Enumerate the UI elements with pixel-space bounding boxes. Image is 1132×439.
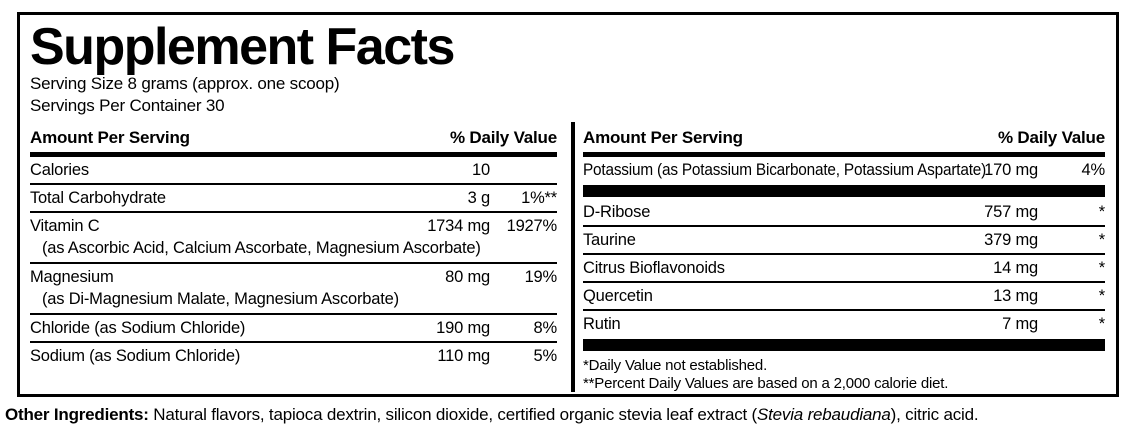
nutrient-name: Rutin [583, 315, 621, 333]
nutrient-name: Total Carbohydrate [30, 189, 166, 207]
footnote-percent-dv: **Percent Daily Values are based on a 2,… [583, 374, 949, 392]
other-ingredients-text-after: ), citric acid. [890, 405, 979, 424]
row-sodium: Sodium (as Sodium Chloride) 110 mg 5% [30, 343, 557, 369]
row-rule [30, 341, 557, 343]
row-rule [30, 262, 557, 264]
row-rule [30, 183, 557, 185]
row-rule [583, 253, 1105, 255]
row-rule [30, 211, 557, 213]
facts-column-left: Amount Per Serving % Daily Value Calorie… [30, 122, 557, 392]
row-rule [583, 281, 1105, 283]
right-header-dv-label: % Daily Value [997, 128, 1105, 147]
nutrient-name: Magnesium [30, 268, 114, 286]
nutrient-amount: 110 mg [437, 347, 490, 365]
row-magnesium: Magnesium 80 mg 19% [30, 264, 557, 290]
other-ingredients-text: Natural flavors, tapioca dextrin, silico… [148, 405, 758, 424]
nutrient-amount: 80 mg [445, 268, 490, 286]
row-quercetin: Quercetin 13 mg * [583, 283, 1105, 309]
nutrient-dv: 19% [524, 268, 558, 286]
nutrient-dv: * [1098, 203, 1105, 221]
other-ingredients-label: Other Ingredients: [5, 405, 149, 424]
section-thick-rule [583, 185, 1105, 197]
facts-column-right: Amount Per Serving % Daily Value Potassi… [583, 122, 1105, 392]
row-chloride: Chloride (as Sodium Chloride) 190 mg 8% [30, 315, 557, 341]
nutrient-name: Vitamin C [30, 217, 100, 235]
nutrient-name: Sodium (as Sodium Chloride) [30, 347, 241, 365]
row-vitamin-c: Vitamin C 1734 mg 1927% [30, 213, 557, 239]
nutrient-dv: * [1098, 287, 1105, 305]
nutrient-name: Chloride (as Sodium Chloride) [30, 319, 246, 337]
nutrient-dv: * [1098, 259, 1105, 277]
nutrient-dv: 1927% [506, 217, 558, 235]
nutrient-dv: * [1098, 231, 1105, 249]
row-citrus-bioflavonoids: Citrus Bioflavonoids 14 mg * [583, 255, 1105, 281]
nutrient-amount: 13 mg [993, 287, 1038, 305]
nutrient-dv: 8% [533, 319, 558, 337]
right-header-amount-label: Amount Per Serving [583, 128, 743, 147]
nutrient-name: D-Ribose [583, 203, 651, 221]
supplement-facts-panel: Supplement Facts Serving Size 8 grams (a… [17, 12, 1119, 397]
left-header-amount-label: Amount Per Serving [30, 128, 190, 147]
nutrient-amount: 757 mg [984, 203, 1038, 221]
row-rule [583, 309, 1105, 311]
row-rule [30, 313, 557, 315]
row-potassium: Potassium (as Potassium Bicarbonate, Pot… [583, 157, 1105, 183]
row-rule [583, 225, 1105, 227]
left-column-header: Amount Per Serving % Daily Value [30, 122, 557, 152]
nutrient-amount: 3 g [467, 189, 491, 207]
nutrient-name: Quercetin [583, 287, 653, 305]
nutrient-name: Taurine [583, 231, 636, 249]
left-header-rule [30, 152, 557, 157]
row-rutin: Rutin 7 mg * [583, 311, 1105, 337]
nutrient-amount: 190 mg [436, 319, 490, 337]
footnote-dv-not-established: *Daily Value not established. [583, 357, 768, 374]
nutrient-amount: 170 mg [984, 161, 1038, 179]
supplement-facts-title: Supplement Facts [30, 18, 455, 76]
sub-magnesium-sources: (as Di-Magnesium Malate, Magnesium Ascor… [42, 290, 399, 308]
right-header-rule [583, 152, 1105, 157]
nutrient-name: Potassium (as Potassium Bicarbonate, Pot… [583, 161, 987, 179]
facts-columns: Amount Per Serving % Daily Value Calorie… [30, 122, 1105, 392]
sub-vitamin-c-sources: (as Ascorbic Acid, Calcium Ascorbate, Ma… [42, 239, 481, 257]
right-column-header: Amount Per Serving % Daily Value [583, 122, 1105, 152]
row-calories: Calories 10 [30, 157, 557, 183]
nutrient-dv: 4% [1081, 161, 1106, 179]
row-total-carbohydrate: Total Carbohydrate 3 g 1%** [30, 185, 557, 211]
left-header-dv-label: % Daily Value [449, 128, 557, 147]
other-ingredients-line: Other Ingredients: Natural flavors, tapi… [5, 404, 1125, 425]
row-d-ribose: D-Ribose 757 mg * [583, 199, 1105, 225]
nutrient-dv: 1%** [521, 189, 557, 207]
nutrient-amount: 10 [472, 161, 490, 179]
row-taurine: Taurine 379 mg * [583, 227, 1105, 253]
section-thick-rule [583, 339, 1105, 351]
nutrient-dv: * [1098, 315, 1105, 333]
nutrient-amount: 1734 mg [427, 217, 490, 235]
nutrient-amount: 7 mg [1002, 315, 1038, 333]
nutrient-name: Calories [30, 161, 89, 179]
column-divider-rule [571, 122, 575, 392]
servings-per-container-text: Servings Per Container 30 [30, 96, 225, 115]
serving-size-text: Serving Size 8 grams (approx. one scoop) [30, 74, 340, 93]
footnotes: *Daily Value not established. **Percent … [583, 353, 1105, 392]
nutrient-name: Citrus Bioflavonoids [583, 259, 725, 277]
nutrient-amount: 14 mg [993, 259, 1038, 277]
nutrient-dv: 5% [533, 347, 558, 365]
nutrient-amount: 379 mg [984, 231, 1038, 249]
other-ingredients-italic: Stevia rebaudiana [757, 405, 891, 424]
